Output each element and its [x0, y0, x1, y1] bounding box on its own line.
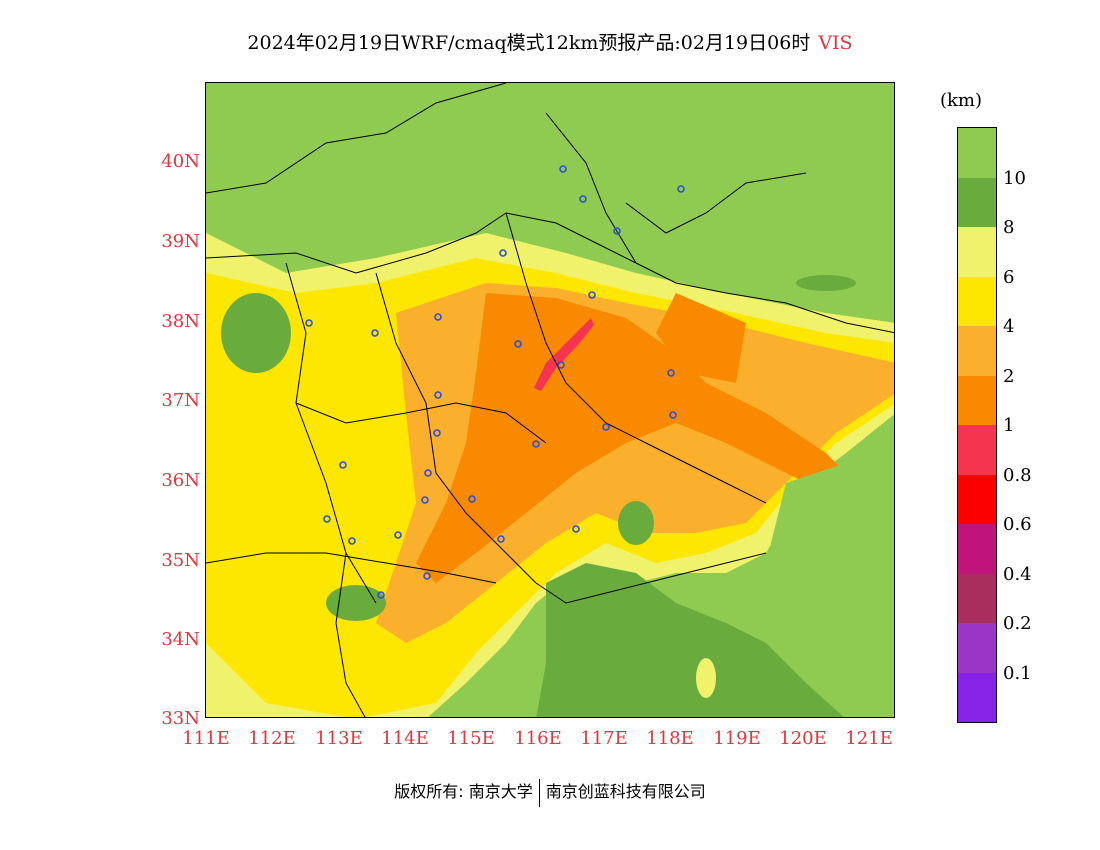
footer-separator: [538, 778, 540, 807]
lat-label-35n: 35N: [161, 550, 200, 571]
legend-swatch-2: [958, 227, 996, 277]
legend-swatch-8: [958, 524, 996, 574]
legend-label-0-6: 0.6: [1003, 514, 1032, 535]
lon-label-117e: 117E: [580, 728, 628, 749]
legend-swatch-3: [958, 277, 996, 326]
copyright-text: 版权所有: 南京大学: [394, 782, 533, 801]
legend-swatch-6: [958, 425, 996, 475]
variable-label: VIS: [818, 32, 853, 54]
legend-label-4: 4: [1003, 316, 1015, 337]
lat-label-38n: 38N: [161, 311, 200, 332]
lat-label-40n: 40N: [161, 151, 200, 172]
legend-unit: (km): [940, 90, 983, 111]
legend-label-2: 2: [1003, 366, 1015, 387]
lon-label-113e: 113E: [315, 728, 363, 749]
lat-label-37n: 37N: [161, 390, 200, 411]
legend-swatch-10: [958, 623, 996, 673]
legend-label-10: 10: [1003, 168, 1026, 189]
legend-label-8: 8: [1003, 217, 1015, 238]
footer-credits: 版权所有: 南京大学 南京创蓝科技有限公司: [0, 778, 1100, 807]
company-text: 南京创蓝科技有限公司: [545, 782, 706, 801]
legend-swatch-5: [958, 376, 996, 425]
map-title: 2024年02月19日WRF/cmaq模式12km预报产品:02月19日06时 V…: [0, 28, 1100, 55]
legend-swatch-9: [958, 574, 996, 623]
legend-label-0-8: 0.8: [1003, 465, 1032, 486]
legend-label-0-1: 0.1: [1003, 663, 1032, 684]
lon-label-119e: 119E: [713, 728, 761, 749]
lat-label-39n: 39N: [161, 231, 200, 252]
lon-label-116e: 116E: [514, 728, 562, 749]
lon-label-112e: 112E: [248, 728, 296, 749]
lon-label-114e: 114E: [381, 728, 429, 749]
lat-label-34n: 34N: [161, 629, 200, 650]
map-canvas: [206, 83, 894, 717]
lat-label-33n: 33N: [161, 708, 200, 729]
legend-swatch-7: [958, 475, 996, 524]
lon-label-115e: 115E: [447, 728, 495, 749]
lon-label-120e: 120E: [779, 728, 827, 749]
visibility-map: [205, 82, 895, 718]
title-text: 2024年02月19日WRF/cmaq模式12km预报产品:02月19日06时: [247, 32, 811, 54]
legend-label-0-4: 0.4: [1003, 564, 1032, 585]
lon-label-121e: 121E: [845, 728, 893, 749]
legend-label-0-2: 0.2: [1003, 613, 1032, 634]
legend-swatch-11: [958, 673, 996, 722]
legend-label-1: 1: [1003, 415, 1015, 436]
legend-swatch-0: [958, 128, 996, 178]
lon-label-111e: 111E: [182, 728, 230, 749]
lon-label-118e: 118E: [646, 728, 694, 749]
legend-swatch-4: [958, 326, 996, 376]
legend-colorbar: [957, 127, 997, 723]
legend-label-6: 6: [1003, 267, 1015, 288]
legend-swatch-1: [958, 178, 996, 227]
lat-label-36n: 36N: [161, 470, 200, 491]
